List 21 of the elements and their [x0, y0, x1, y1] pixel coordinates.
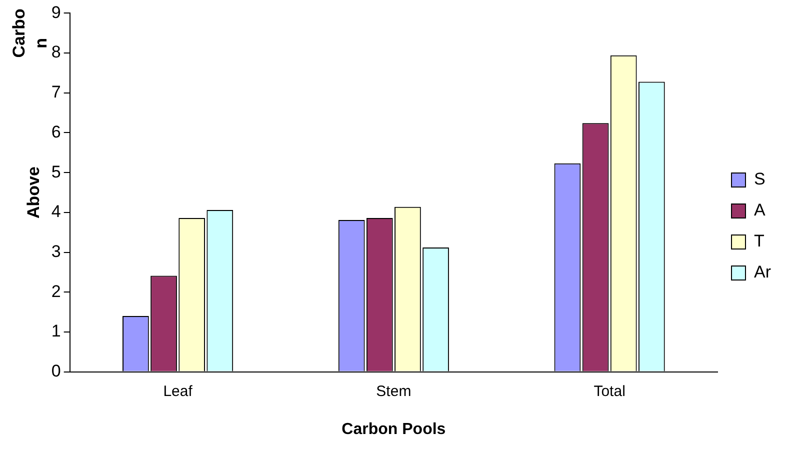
y-tick-label: 3: [51, 242, 61, 261]
y-tick-label: 6: [51, 122, 61, 142]
legend-label: Ar: [754, 262, 772, 282]
y-tick-label: 8: [51, 42, 61, 62]
y-tick-label: 9: [51, 2, 61, 22]
y-tick-label: 0: [51, 361, 61, 380]
text: n: [32, 38, 51, 48]
legend-label: T: [754, 232, 764, 251]
text: Carbo: [10, 8, 29, 58]
x-tick-label: Stem: [376, 382, 412, 400]
legend-label: A: [754, 200, 766, 220]
x-tick-label: Total: [594, 382, 626, 400]
x-tick-label: Leaf: [163, 382, 194, 400]
y-tick-label: 4: [51, 202, 61, 222]
legend-label: S: [754, 170, 766, 189]
y-tick-label: 7: [51, 82, 61, 102]
y-tick-label: 5: [51, 162, 61, 182]
x-axis-title: Carbon Pools: [342, 420, 446, 438]
y-tick-label: 1: [51, 322, 61, 341]
y-tick-label: 2: [51, 282, 61, 301]
y-axis-title: Above: [24, 166, 43, 218]
